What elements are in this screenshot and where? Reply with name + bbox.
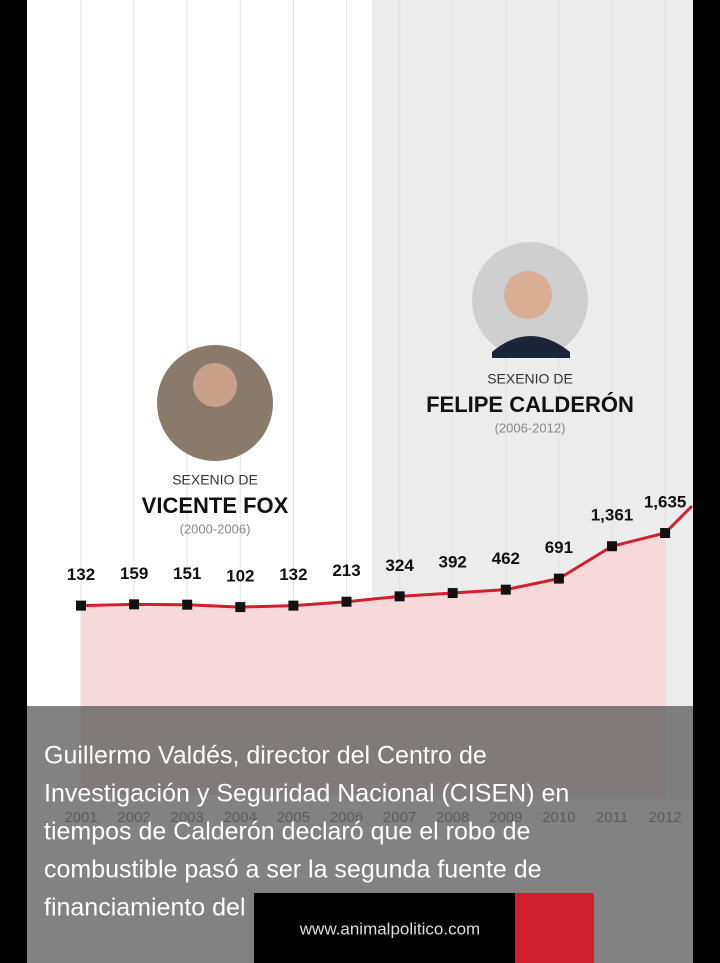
value-label: 132 <box>279 565 307 584</box>
value-label: 392 <box>439 553 467 572</box>
annotation-name: VICENTE FOX <box>142 493 289 518</box>
caption-line: combustible pasó a ser la segunda fuente… <box>44 856 542 884</box>
value-label: 132 <box>67 565 95 584</box>
marker <box>500 584 511 595</box>
annotation-years: (2000-2006) <box>180 521 251 536</box>
fox-face <box>193 363 237 407</box>
marker <box>447 588 458 599</box>
marker <box>182 599 193 610</box>
annotation-name: FELIPE CALDERÓN <box>426 392 634 417</box>
marker <box>341 596 352 607</box>
watermark: www.animalpolitico.com <box>299 919 480 938</box>
value-label: 151 <box>173 564 201 583</box>
value-label: 1,635 <box>644 492 687 511</box>
caption-line: Guillermo Valdés, director del Centro de <box>44 742 487 770</box>
value-label: 213 <box>332 561 360 580</box>
marker <box>660 528 671 538</box>
marker <box>607 541 617 552</box>
watermark-logo <box>515 893 594 963</box>
annotation-pre: SEXENIO DE <box>487 371 573 387</box>
annotation-years: (2006-2012) <box>495 420 566 435</box>
marker <box>553 573 564 584</box>
calderon-suit <box>492 336 570 358</box>
marker <box>235 602 246 613</box>
marker <box>129 599 140 610</box>
value-label: 462 <box>492 549 520 568</box>
marker <box>394 591 405 602</box>
marker <box>76 600 86 611</box>
value-label: 324 <box>385 556 414 575</box>
value-label: 102 <box>226 567 254 586</box>
value-label: 691 <box>545 538 573 557</box>
value-label: 159 <box>120 564 148 583</box>
watermark-box <box>254 893 515 963</box>
caption-line: tiempos de Calderón declaró que el robo … <box>44 818 530 846</box>
caption-line: Investigación y Seguridad Nacional (CISE… <box>44 780 569 808</box>
annotation-pre: SEXENIO DE <box>172 472 258 488</box>
value-label: 1,361 <box>591 506 634 525</box>
marker <box>288 600 299 611</box>
calderon-face <box>504 271 552 319</box>
